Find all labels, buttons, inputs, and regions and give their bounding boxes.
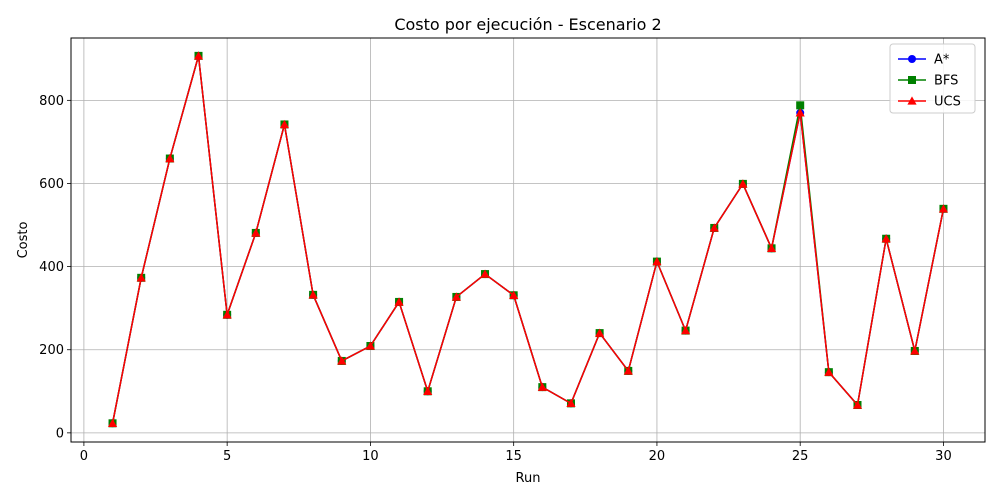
legend-item: UCS — [898, 95, 961, 110]
data-point — [796, 101, 805, 110]
data-point — [852, 400, 863, 409]
x-tick-label: 30 — [935, 449, 952, 464]
x-tick-label: 5 — [223, 449, 231, 464]
data-point — [337, 356, 347, 365]
data-point — [566, 398, 576, 408]
y-tick-label: 400 — [39, 260, 64, 275]
series-line — [111, 55, 945, 424]
data-point — [251, 228, 261, 237]
data-point — [595, 328, 605, 337]
x-tick-label: 25 — [792, 449, 809, 464]
x-tick-label: 15 — [505, 449, 522, 464]
data-point — [824, 367, 834, 376]
legend-marker — [908, 76, 916, 84]
chart-title: Costo por ejecución - Escenario 2 — [394, 15, 661, 34]
legend-label: UCS — [934, 95, 961, 110]
data-point — [107, 418, 118, 427]
x-tick-label: 10 — [362, 449, 379, 464]
data-point — [279, 119, 290, 129]
data-point — [394, 297, 404, 306]
data-point — [165, 153, 175, 163]
plot-frame — [70, 37, 986, 443]
data-point — [308, 290, 318, 299]
data-point — [423, 386, 433, 395]
data-point — [680, 326, 691, 335]
data-point — [537, 382, 547, 391]
data-point — [365, 341, 376, 350]
legend-item: BFS — [898, 74, 958, 89]
legend-item: A* — [898, 53, 950, 68]
legend-marker — [908, 55, 916, 63]
legend-marker — [907, 96, 917, 105]
data-point — [451, 292, 461, 301]
series-layer — [107, 51, 949, 428]
grid — [71, 38, 985, 442]
data-point — [480, 269, 490, 278]
series-line — [111, 55, 945, 424]
data-point — [193, 51, 204, 60]
data-point — [136, 273, 146, 282]
data-point — [910, 346, 920, 355]
data-point — [623, 366, 633, 375]
series-bfs — [108, 51, 948, 428]
data-point — [222, 310, 232, 319]
x-tick-label: 20 — [649, 449, 666, 464]
data-point — [738, 179, 748, 188]
legend-label: A* — [934, 53, 950, 68]
data-point — [766, 243, 777, 252]
x-tick-label: 0 — [80, 449, 88, 464]
y-tick-label: 600 — [39, 177, 64, 192]
series-line — [111, 55, 945, 424]
series-a- — [108, 51, 948, 428]
data-point — [509, 290, 519, 299]
y-tick-label: 800 — [39, 94, 64, 109]
y-tick-label: 200 — [39, 343, 64, 358]
data-point — [795, 108, 805, 117]
legend-box — [889, 43, 976, 114]
x-axis-title: Run — [516, 471, 541, 486]
legend-label: BFS — [934, 74, 958, 89]
legend: A* BFS UCS — [889, 43, 976, 114]
data-point — [652, 257, 662, 266]
ticks: 0 5 10 15 20 25 30 0 200 400 600 800 — [39, 94, 952, 464]
data-point — [709, 223, 719, 232]
data-point — [938, 204, 949, 213]
series-ucs — [107, 51, 949, 427]
y-axis-title: Costo — [16, 222, 31, 259]
y-tick-label: 0 — [56, 426, 64, 441]
data-point — [881, 234, 891, 243]
